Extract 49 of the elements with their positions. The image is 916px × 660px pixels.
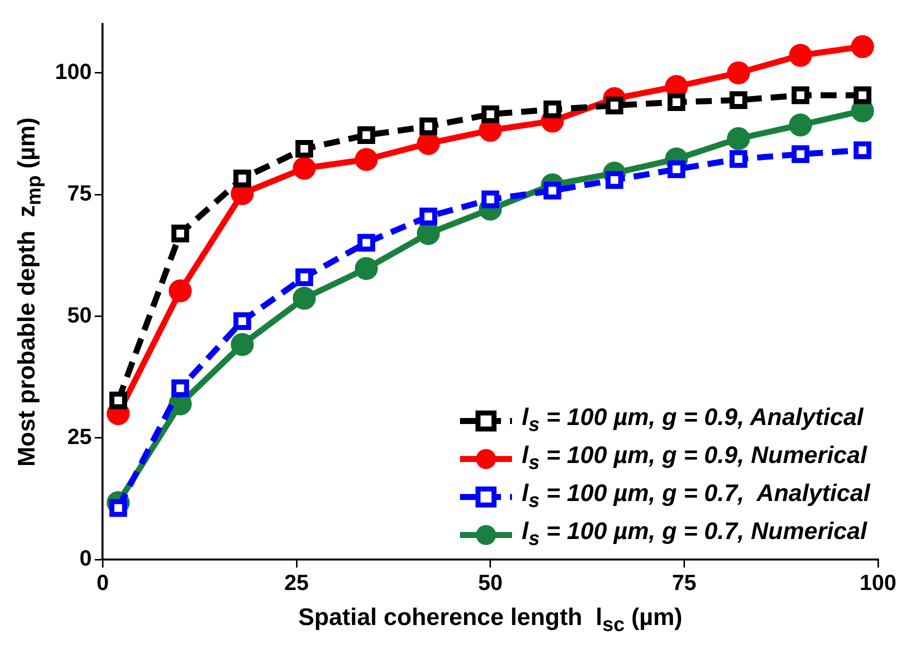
point: [726, 127, 750, 150]
point: [788, 44, 812, 67]
point: [354, 257, 378, 280]
point: [726, 61, 750, 84]
x-tick-label: 100: [860, 570, 896, 595]
point: [171, 224, 190, 242]
point: [233, 170, 252, 188]
y-tick-label: 0: [79, 546, 92, 571]
point: [233, 312, 252, 330]
point: [354, 148, 378, 172]
point: [854, 141, 872, 160]
point: [668, 93, 686, 111]
point: [481, 105, 500, 124]
x-axis-title: Spatial coherence length l$_{sc}$ (µm): [297, 604, 684, 637]
point: [481, 190, 500, 208]
legend-label: l$_{s}$ = 100 µm, g = 0.7, Analytical: [522, 480, 870, 513]
point: [357, 234, 376, 252]
point: [292, 286, 316, 310]
legend-label: l$_{s}$ = 100 µm, g = 0.9, Numerical: [522, 442, 867, 475]
point: [606, 96, 624, 114]
point: [292, 156, 316, 180]
legend-label: l$_{s}$ = 100 µm, g = 0.7, Numerical: [522, 518, 867, 551]
x-tick-label: 0: [96, 570, 109, 595]
point: [419, 208, 438, 226]
legend-label: l$_{s}$ = 100 µm, g = 0.9, Analytical: [522, 404, 864, 437]
x-tick-label: 25: [284, 570, 309, 595]
point: [792, 86, 810, 104]
x-tick-label: 75: [672, 570, 696, 595]
point: [295, 268, 314, 286]
y-tick-label: 50: [67, 302, 92, 328]
y-tick-label: 25: [67, 424, 92, 449]
point: [419, 118, 438, 136]
x-tick-label: 50: [478, 570, 503, 595]
point: [230, 332, 254, 356]
point: [788, 113, 812, 136]
point: [109, 392, 128, 410]
point: [668, 160, 686, 178]
point: [544, 100, 562, 118]
point: [850, 35, 874, 58]
point: [854, 86, 872, 104]
point: [730, 91, 748, 109]
point: [730, 150, 748, 168]
y-tick-label: 75: [67, 180, 92, 206]
y-tick-label: 100: [54, 58, 92, 84]
point: [295, 140, 314, 158]
point: [168, 279, 192, 302]
point: [357, 126, 376, 144]
point: [792, 145, 810, 164]
point: [171, 379, 190, 398]
